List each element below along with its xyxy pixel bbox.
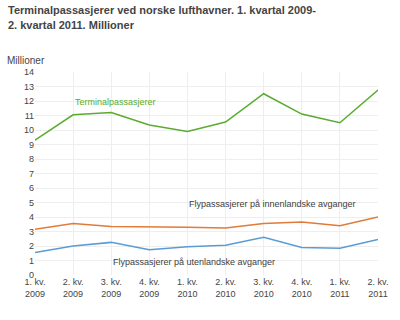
- svg-text:1: 1: [29, 256, 34, 266]
- svg-text:13: 13: [24, 82, 34, 92]
- svg-text:Flypassasjerer på innenlandske: Flypassasjerer på innenlandske avganger: [189, 199, 356, 209]
- svg-text:12: 12: [24, 96, 34, 106]
- svg-text:7: 7: [29, 169, 34, 179]
- svg-text:0: 0: [29, 270, 34, 280]
- svg-text:2: 2: [29, 241, 34, 251]
- svg-text:4. kv.2010: 4. kv.2010: [291, 277, 312, 299]
- svg-text:2. kv.2010: 2. kv.2010: [215, 277, 236, 299]
- svg-text:6: 6: [29, 183, 34, 193]
- svg-text:11: 11: [25, 111, 34, 121]
- svg-text:10: 10: [24, 125, 34, 135]
- svg-text:1. kv.2011: 1. kv.2011: [329, 277, 350, 299]
- svg-text:9: 9: [29, 140, 34, 150]
- svg-text:3: 3: [29, 227, 34, 237]
- svg-text:3. kv.2009: 3. kv.2009: [101, 277, 122, 299]
- svg-text:3. kv.2010: 3. kv.2010: [253, 277, 274, 299]
- svg-text:Terminalpassasjerer: Terminalpassasjerer: [75, 97, 156, 107]
- svg-text:Flypassasjerer på utenlandske: Flypassasjerer på utenlandske avganger: [113, 257, 275, 267]
- svg-text:5: 5: [29, 198, 34, 208]
- svg-text:4. kv.2009: 4. kv.2009: [139, 277, 160, 299]
- svg-text:2. kv.2009: 2. kv.2009: [63, 277, 84, 299]
- svg-text:8: 8: [29, 154, 34, 164]
- svg-text:Millioner: Millioner: [7, 55, 45, 66]
- svg-text:1. kv.2010: 1. kv.2010: [177, 277, 198, 299]
- svg-text:Terminalpassasjerer ved norske: Terminalpassasjerer ved norske lufthavne…: [8, 4, 316, 30]
- svg-text:1. kv.2009: 1. kv.2009: [25, 277, 46, 299]
- svg-text:2. kv.2011: 2. kv.2011: [368, 277, 389, 299]
- svg-text:4: 4: [29, 212, 34, 222]
- svg-text:14: 14: [24, 67, 34, 77]
